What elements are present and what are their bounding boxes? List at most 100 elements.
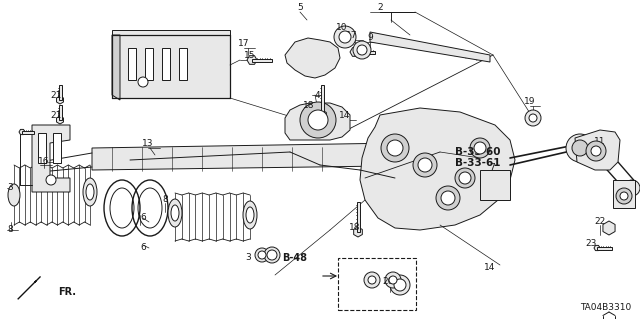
- Text: 17: 17: [346, 32, 358, 41]
- Polygon shape: [354, 227, 362, 237]
- Polygon shape: [56, 96, 63, 104]
- Text: 6: 6: [140, 213, 146, 222]
- Circle shape: [624, 180, 640, 196]
- Bar: [179, 48, 187, 80]
- Circle shape: [441, 191, 455, 205]
- Circle shape: [300, 102, 336, 138]
- Circle shape: [572, 140, 588, 156]
- Circle shape: [459, 172, 471, 184]
- Circle shape: [620, 192, 628, 200]
- Circle shape: [385, 272, 401, 288]
- Polygon shape: [112, 35, 120, 100]
- Ellipse shape: [86, 184, 94, 200]
- Polygon shape: [56, 116, 63, 124]
- Text: 3: 3: [245, 254, 251, 263]
- Text: B-48: B-48: [282, 253, 307, 263]
- Polygon shape: [356, 202, 360, 232]
- Bar: [613, 180, 635, 208]
- Ellipse shape: [243, 201, 257, 229]
- Bar: [145, 48, 153, 80]
- Text: FR.: FR.: [58, 287, 76, 297]
- Circle shape: [381, 134, 409, 162]
- Polygon shape: [19, 130, 25, 135]
- Circle shape: [525, 110, 541, 126]
- Ellipse shape: [258, 251, 266, 259]
- Polygon shape: [285, 103, 350, 140]
- Ellipse shape: [255, 248, 269, 262]
- Text: 13: 13: [142, 139, 154, 149]
- Text: 12: 12: [595, 151, 605, 160]
- Circle shape: [138, 77, 148, 87]
- Circle shape: [364, 272, 380, 288]
- Ellipse shape: [171, 205, 179, 221]
- Text: B-33-60: B-33-60: [455, 147, 500, 157]
- Text: 8: 8: [7, 226, 13, 234]
- Text: 18: 18: [303, 101, 315, 110]
- Circle shape: [474, 142, 486, 154]
- Polygon shape: [360, 108, 515, 230]
- Polygon shape: [597, 247, 612, 249]
- Circle shape: [390, 275, 410, 295]
- Circle shape: [357, 45, 367, 55]
- Ellipse shape: [168, 199, 182, 227]
- Polygon shape: [285, 38, 340, 78]
- Polygon shape: [370, 32, 490, 62]
- Text: 10: 10: [336, 23, 348, 32]
- Circle shape: [339, 31, 351, 43]
- Circle shape: [368, 276, 376, 284]
- Ellipse shape: [264, 247, 280, 263]
- Circle shape: [389, 276, 397, 284]
- Polygon shape: [58, 105, 61, 120]
- Text: 17: 17: [238, 40, 250, 48]
- Circle shape: [308, 110, 328, 130]
- Text: 6: 6: [140, 243, 146, 253]
- Text: 11: 11: [595, 137, 605, 146]
- Text: 5: 5: [297, 4, 303, 12]
- Polygon shape: [594, 245, 600, 251]
- Text: 8: 8: [162, 196, 168, 204]
- Circle shape: [413, 153, 437, 177]
- Text: 14: 14: [339, 112, 351, 121]
- Ellipse shape: [267, 250, 277, 260]
- Polygon shape: [603, 221, 615, 235]
- Ellipse shape: [83, 178, 97, 206]
- Bar: [112, 30, 230, 98]
- Circle shape: [387, 140, 403, 156]
- Bar: [338, 258, 416, 310]
- Polygon shape: [321, 85, 323, 115]
- Circle shape: [455, 168, 475, 188]
- Text: 2: 2: [377, 4, 383, 12]
- Circle shape: [334, 26, 356, 48]
- Circle shape: [46, 175, 56, 185]
- Text: 20: 20: [382, 278, 394, 286]
- Circle shape: [566, 134, 594, 162]
- Text: 21: 21: [51, 91, 61, 100]
- Circle shape: [591, 146, 601, 156]
- Polygon shape: [350, 48, 360, 56]
- Polygon shape: [247, 56, 257, 64]
- Polygon shape: [58, 85, 61, 100]
- Text: 23: 23: [586, 240, 596, 249]
- Circle shape: [586, 141, 606, 161]
- Circle shape: [529, 114, 537, 122]
- Text: TA04B3310: TA04B3310: [580, 303, 631, 313]
- Text: 14: 14: [484, 263, 496, 272]
- Circle shape: [394, 279, 406, 291]
- Ellipse shape: [8, 184, 20, 206]
- Text: B-33-61: B-33-61: [455, 158, 500, 168]
- Circle shape: [436, 186, 460, 210]
- Circle shape: [353, 41, 371, 59]
- Text: 4: 4: [314, 91, 320, 100]
- Text: 21: 21: [51, 112, 61, 121]
- Text: 18: 18: [349, 224, 361, 233]
- Text: 16: 16: [38, 158, 50, 167]
- Polygon shape: [355, 50, 375, 54]
- Circle shape: [616, 188, 632, 204]
- Polygon shape: [92, 142, 460, 170]
- Circle shape: [418, 158, 432, 172]
- Text: 19: 19: [524, 98, 536, 107]
- Bar: [162, 48, 170, 80]
- Polygon shape: [32, 125, 70, 192]
- Text: 3: 3: [7, 183, 13, 192]
- Polygon shape: [22, 130, 34, 133]
